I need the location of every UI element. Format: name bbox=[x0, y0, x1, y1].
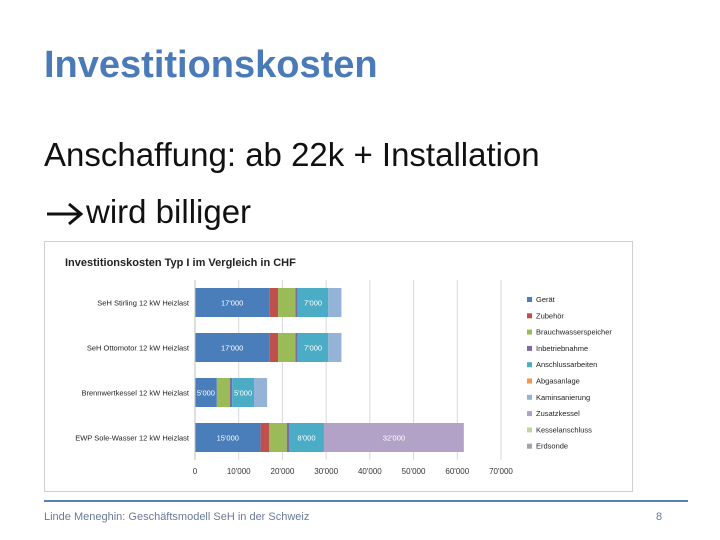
bar-segment bbox=[323, 423, 464, 452]
category-label: EWP Sole-Wasser 12 kW Heizlast bbox=[75, 434, 190, 443]
legend-label: Zubehör bbox=[536, 311, 564, 320]
x-tick-label: 30'000 bbox=[314, 467, 338, 476]
cheaper-text: wird billiger bbox=[86, 193, 252, 230]
bar-segment bbox=[195, 288, 270, 317]
legend-swatch bbox=[527, 297, 532, 302]
bar-segment bbox=[286, 423, 289, 452]
bar-data-label: 7'000 bbox=[304, 299, 322, 308]
legend-label: Brauchwasserspeicher bbox=[536, 328, 612, 337]
category-label: SeH Ottomotor 12 kW Heizlast bbox=[87, 344, 190, 353]
bar-segment bbox=[195, 333, 270, 362]
bar-segment bbox=[328, 288, 342, 317]
legend-label: Abgasanlage bbox=[536, 377, 580, 386]
bar-segment bbox=[216, 378, 230, 407]
bar-segment bbox=[297, 333, 329, 362]
legend-label: Erdsonde bbox=[536, 442, 568, 451]
stacked-bar-chart: Investitionskosten Typ I im Vergleich in… bbox=[65, 257, 612, 476]
bar-data-label: 32'000 bbox=[383, 434, 405, 443]
legend-swatch bbox=[527, 378, 532, 384]
legend-swatch bbox=[527, 362, 532, 368]
x-tick-label: 70'000 bbox=[489, 467, 513, 476]
bar-segment bbox=[232, 378, 255, 407]
bar-data-label: 17'000 bbox=[221, 344, 243, 353]
category-label: Brennwertkessel 12 kW Heizlast bbox=[81, 389, 189, 398]
bar-segment bbox=[269, 333, 279, 362]
legend-swatch bbox=[527, 394, 532, 400]
bar-segment bbox=[254, 378, 268, 407]
legend-swatch bbox=[527, 313, 532, 319]
page-number: 8 bbox=[656, 511, 663, 523]
bar-data-label: 15'000 bbox=[217, 434, 239, 443]
x-tick-label: 60'000 bbox=[445, 467, 469, 476]
legend-swatch bbox=[527, 329, 532, 335]
bar-segment bbox=[229, 378, 233, 407]
chart-title: Investitionskosten Typ I im Vergleich in… bbox=[65, 257, 296, 269]
right-arrow-icon bbox=[47, 203, 84, 226]
x-tick-label: 20'000 bbox=[271, 467, 295, 476]
bar-segment bbox=[295, 288, 298, 317]
chart-container: Investitionskosten Typ I im Vergleich in… bbox=[44, 241, 633, 492]
legend-label: Kaminsanierung bbox=[536, 393, 590, 402]
bar-segment bbox=[295, 333, 298, 362]
bar-data-label: 8'000 bbox=[297, 434, 315, 443]
bar-segment bbox=[269, 423, 287, 452]
acquisition-text: Anschaffung: ab 22k + Installation bbox=[44, 136, 540, 173]
bar-segment bbox=[195, 378, 217, 407]
x-tick-label: 10'000 bbox=[227, 467, 251, 476]
bar-segment bbox=[260, 423, 270, 452]
x-tick-label: 50'000 bbox=[402, 467, 426, 476]
bar-data-label: 5'000 bbox=[234, 389, 252, 398]
bar-segment bbox=[278, 333, 296, 362]
category-label: SeH Stirling 12 kW Heizlast bbox=[97, 299, 190, 308]
legend-label: Anschlussarbeiten bbox=[536, 360, 597, 369]
footer-text: Linde Meneghin: Geschäftsmodell SeH in d… bbox=[44, 511, 310, 523]
bar-segment bbox=[297, 288, 329, 317]
bar-segment bbox=[288, 423, 324, 452]
legend-swatch bbox=[527, 427, 532, 433]
slide-title: Investitionskosten bbox=[44, 44, 378, 86]
bar-data-label: 17'000 bbox=[221, 299, 243, 308]
x-tick-label: 40'000 bbox=[358, 467, 382, 476]
legend-swatch bbox=[527, 411, 532, 417]
bar-data-label: 7'000 bbox=[304, 344, 322, 353]
bar-segment bbox=[328, 333, 342, 362]
body-line-cheaper: wird billiger bbox=[44, 193, 251, 231]
legend-label: Zusatzkessel bbox=[536, 409, 580, 418]
legend-label: Gerät bbox=[536, 295, 556, 304]
legend-label: Kesselanschluss bbox=[536, 425, 592, 434]
legend-swatch bbox=[527, 345, 532, 351]
bar-segment bbox=[195, 423, 261, 452]
bar-data-label: 5'000 bbox=[197, 389, 215, 398]
bar-segment bbox=[269, 288, 279, 317]
footer-divider bbox=[44, 500, 688, 502]
body-line-acquisition: Anschaffung: ab 22k + Installation bbox=[44, 136, 540, 174]
legend-label: Inbetriebnahme bbox=[536, 344, 588, 353]
legend-swatch bbox=[527, 443, 532, 449]
bar-segment bbox=[278, 288, 296, 317]
x-tick-label: 0 bbox=[193, 467, 198, 476]
